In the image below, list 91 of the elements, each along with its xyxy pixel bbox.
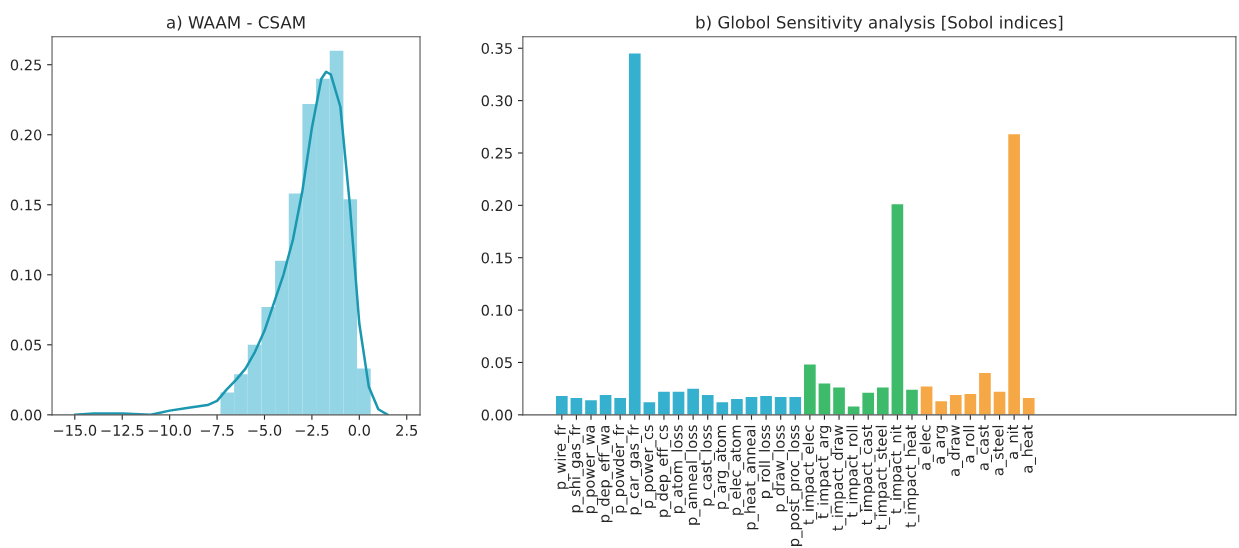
x-tick-label: t_impact_elec — [802, 425, 818, 525]
x-tick-label: p_power_cs — [644, 425, 657, 508]
x-tick-label: t_impact_heat — [904, 424, 920, 528]
bar — [920, 386, 933, 415]
bar — [599, 394, 612, 415]
x-tick-label: a_cast — [978, 424, 992, 471]
bar — [804, 364, 816, 415]
x-tick-label: −7.5 — [200, 425, 234, 436]
x-tick-label: −10.0 — [148, 424, 192, 436]
bar — [993, 391, 1006, 415]
y-tick-label: 0.25 — [10, 59, 42, 71]
bar — [614, 398, 627, 415]
bar — [1008, 134, 1020, 415]
bar — [949, 394, 962, 415]
y-tick-label: 0.20 — [10, 129, 42, 141]
bar — [628, 53, 641, 415]
x-tick-label: p_dep_eff_cs — [656, 425, 672, 517]
y-tick-label: 0.00 — [481, 409, 513, 421]
chart-title: a) WAAM - CSAM — [166, 15, 305, 31]
x-tick-label: p_roll_loss — [758, 425, 774, 498]
y-tick-label: 0.30 — [481, 95, 513, 107]
line-series — [73, 70, 390, 415]
y-tick-label: 0.10 — [481, 304, 513, 316]
x-tick-label: t_impact_nit — [890, 424, 905, 514]
x-tick-label: t_impact_arg — [817, 425, 832, 519]
x-tick-label: a_steel — [992, 425, 1007, 476]
chart-title: b) Globol Sensitivity analysis [Sobol indices] — [696, 15, 1063, 32]
x-tick-label: p_anneal_loss — [685, 425, 701, 525]
bar — [585, 400, 597, 415]
bar — [833, 387, 845, 415]
x-tick-label: p_wire_fr — [554, 424, 570, 489]
x-tick-label: −12.5 — [101, 424, 144, 436]
bar — [847, 406, 860, 415]
x-tick-label: p_dep_eff_wa — [598, 425, 613, 522]
bar — [818, 383, 831, 415]
bar — [1022, 398, 1035, 415]
bar — [555, 395, 568, 415]
bar — [935, 401, 948, 415]
x-tick-label: p_post_proc_loss — [788, 425, 803, 546]
x-tick-label: a_roll — [963, 425, 978, 463]
x-tick-label: t_impact_cast — [860, 424, 876, 525]
bar — [760, 395, 772, 415]
x-tick-label: 2.5 — [396, 424, 418, 436]
y-tick-label: 0.15 — [481, 252, 512, 264]
x-tick-label: p_power_wa — [586, 425, 599, 514]
bar — [745, 397, 758, 415]
y-tick-label: 0.05 — [10, 339, 42, 351]
bar — [643, 402, 656, 415]
x-tick-label: p_car_gas_fr — [627, 424, 643, 515]
x-tick-label: t_impact_steel — [875, 425, 891, 530]
bar — [979, 372, 991, 415]
bar — [789, 397, 802, 415]
x-tick-label: −2.5 — [295, 424, 329, 436]
bar — [891, 204, 904, 415]
x-tick-label: p_heat_anneal — [744, 425, 759, 530]
x-tick-label: p_arg_atom — [715, 425, 730, 509]
y-tick-label: 0.10 — [10, 269, 42, 281]
bar — [876, 387, 889, 415]
bar — [964, 393, 977, 415]
x-tick-label: a_arg — [936, 425, 949, 464]
x-tick-label: p_powder_fr — [612, 424, 628, 513]
bar — [701, 394, 714, 415]
bar — [672, 391, 685, 415]
x-tick-label: p_elec_atom — [729, 425, 745, 515]
x-tick-label: −5.0 — [248, 424, 282, 436]
x-tick-label: t_impact_roll — [846, 425, 861, 518]
bar — [906, 389, 918, 415]
bar — [716, 402, 729, 415]
y-tick-label: 0.25 — [481, 147, 512, 159]
y-tick-label: 0.00 — [10, 409, 42, 421]
x-tick-label: a_draw — [948, 425, 964, 477]
x-tick-label: t_impact_draw — [831, 425, 847, 531]
y-tick-label: 0.35 — [481, 42, 512, 54]
x-tick-label: 0.0 — [348, 424, 370, 436]
x-tick-label: a_elec — [919, 425, 934, 470]
bar — [687, 388, 699, 415]
y-tick-label: 0.20 — [481, 200, 513, 212]
bar — [862, 392, 875, 415]
bar — [658, 391, 670, 415]
bar — [774, 397, 787, 415]
bar — [570, 398, 583, 415]
bar — [731, 399, 743, 415]
x-tick-label: p_draw_loss — [773, 425, 788, 512]
x-tick-label: a_heat — [1021, 424, 1036, 473]
y-tick-label: 0.05 — [481, 357, 512, 369]
y-tick-label: 0.15 — [10, 199, 42, 211]
x-tick-label: a_nit — [1006, 424, 1022, 459]
x-tick-label: −15.0 — [54, 424, 97, 436]
x-tick-label: p_shi_gas_fr — [569, 424, 584, 513]
x-tick-label: p_cast_loss — [700, 425, 715, 506]
x-tick-label: p_atom_loss — [671, 425, 686, 514]
